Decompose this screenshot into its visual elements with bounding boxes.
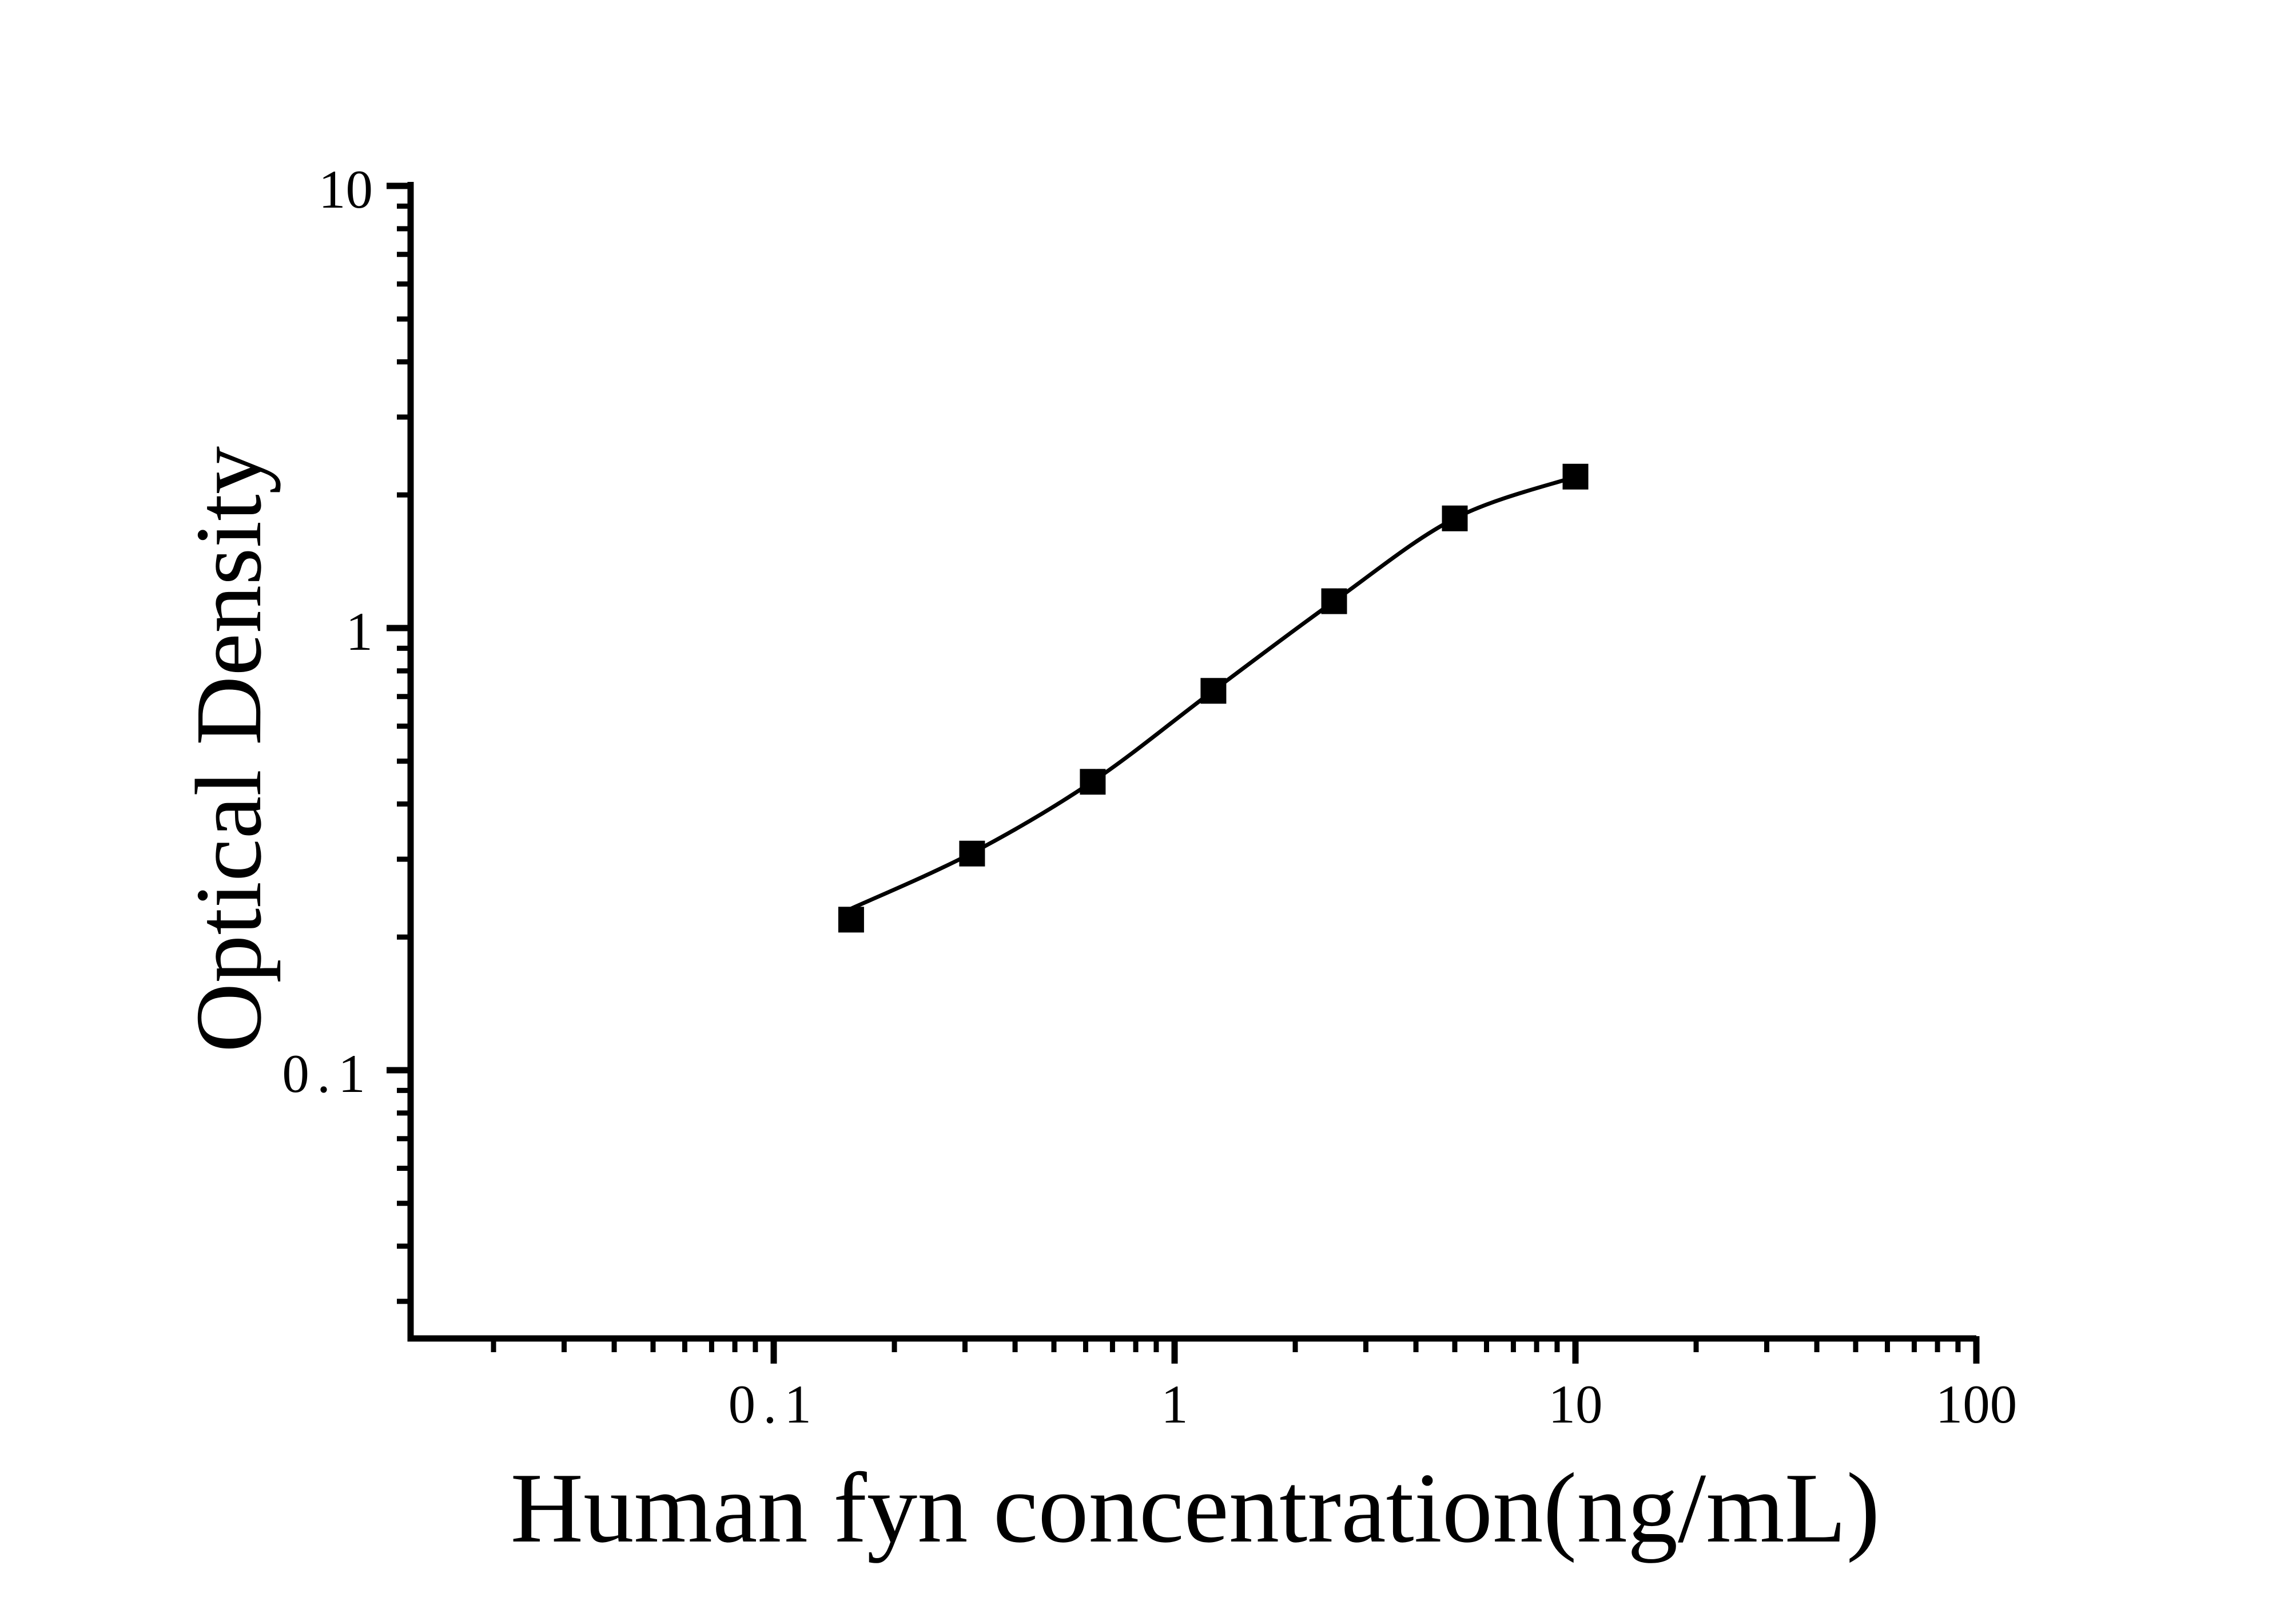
- y-tick-label: 10: [319, 159, 373, 220]
- data-point-marker: [1200, 678, 1227, 704]
- x-tick-label: 1: [1161, 1374, 1188, 1435]
- x-tick-label: 0.1: [729, 1374, 819, 1435]
- data-point-marker: [838, 907, 864, 933]
- data-point-marker: [959, 840, 985, 867]
- data-point-marker: [1321, 588, 1347, 614]
- x-axis-title: Human fyn concentration(ng/mL): [511, 1452, 1880, 1563]
- ticks-layer: 0.1 1 10 100 10 1 0.1: [282, 159, 2017, 1435]
- data-point-marker: [1442, 505, 1468, 531]
- data-series-layer: [838, 463, 1589, 933]
- data-point-marker: [1080, 769, 1106, 795]
- x-tick-label: 10: [1549, 1374, 1603, 1435]
- y-tick-label: 1: [346, 601, 373, 662]
- y-axis-title: Optical Density: [176, 446, 281, 1052]
- x-tick-label: 100: [1936, 1374, 2018, 1435]
- y-tick-label: 0.1: [282, 1043, 373, 1104]
- data-point-marker: [1562, 463, 1589, 490]
